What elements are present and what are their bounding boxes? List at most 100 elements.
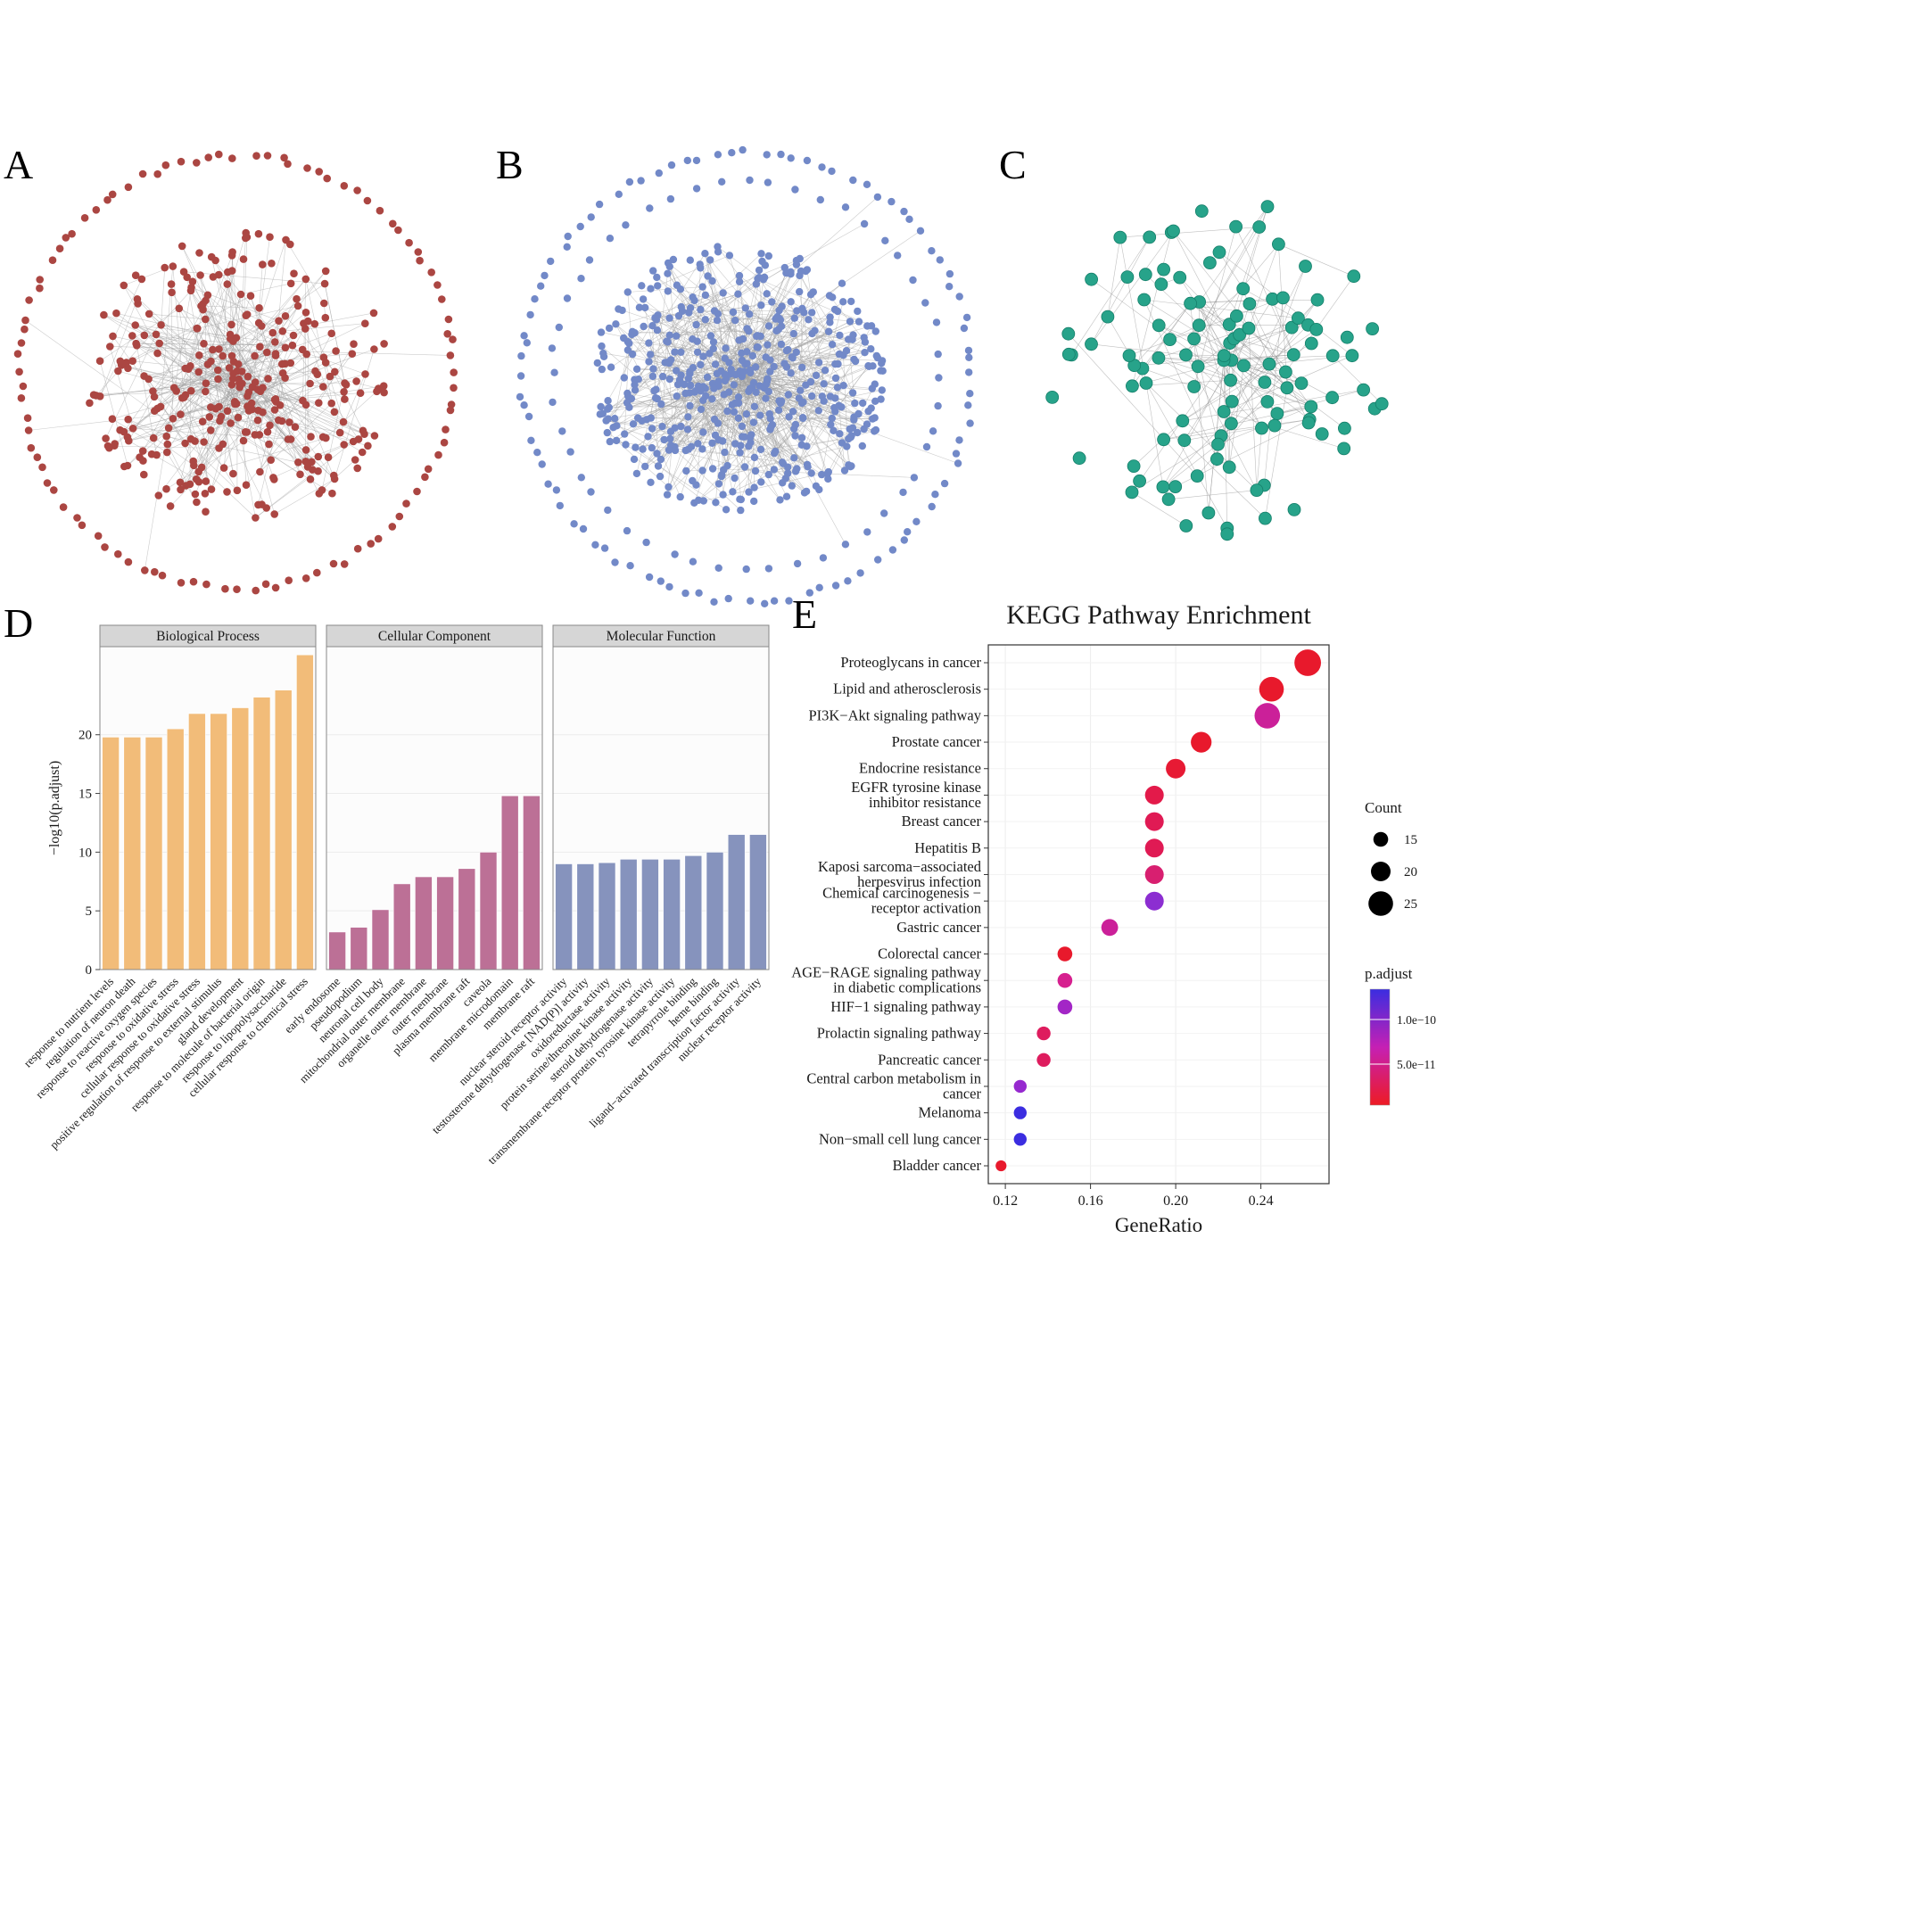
kegg-dot — [1254, 703, 1281, 729]
kegg-dot — [1013, 1106, 1027, 1119]
go-bar — [296, 654, 314, 970]
go-bar — [123, 737, 142, 970]
kegg-dot — [1101, 919, 1119, 937]
kegg-pathway-label: Kaposi sarcoma−associated herpesvirus inf… — [818, 858, 982, 890]
network-nodes — [516, 145, 974, 607]
go-y-axis-label: −log10(p.adjust) — [47, 761, 62, 855]
kegg-dot — [1259, 676, 1284, 702]
go-bar — [619, 858, 638, 970]
kegg-count-legend-title: Count — [1365, 799, 1402, 816]
go-bar — [598, 862, 616, 970]
go-bar — [231, 707, 250, 970]
kegg-count-legend-value: 20 — [1404, 865, 1417, 879]
kegg-dot — [1057, 946, 1073, 962]
kegg-dot — [1144, 891, 1164, 911]
kegg-padjust-legend-value: 5.0e−11 — [1397, 1058, 1435, 1071]
kegg-pathway-label: Gastric cancer — [896, 919, 981, 936]
go-facet-title: Biological Process — [156, 629, 260, 644]
panel-label-b: B — [496, 142, 524, 187]
svg-text:0: 0 — [86, 963, 93, 978]
kegg-pathway-label: Proteoglycans in cancer — [840, 654, 981, 671]
kegg-x-tick: 0.12 — [993, 1193, 1018, 1209]
kegg-dot — [1144, 812, 1164, 831]
kegg-dot — [1144, 785, 1164, 805]
network-c-plot — [1045, 200, 1389, 541]
go-bar — [436, 876, 454, 970]
kegg-pathway-label: EGFR tyrosine kinase inhibitor resistance — [851, 779, 981, 811]
go-bar — [102, 737, 120, 970]
kegg-count-legend-value: 15 — [1404, 833, 1417, 847]
go-bar — [479, 852, 498, 970]
kegg-x-tick: 0.16 — [1078, 1193, 1103, 1209]
go-bar — [523, 795, 541, 970]
kegg-dot — [1191, 731, 1212, 753]
kegg-dot — [1057, 972, 1073, 988]
kegg-dot-plot: KEGG Pathway Enrichment 0.12 0.16 0.20 0.24 G… — [791, 600, 1436, 1236]
go-facet-title: Molecular Function — [607, 629, 716, 644]
kegg-pathway-label: Bladder cancer — [893, 1157, 982, 1174]
go-bar — [555, 863, 573, 970]
panel-label-c: C — [999, 142, 1027, 187]
kegg-pathway-label: HIF−1 signaling pathway — [830, 998, 982, 1015]
kegg-pathway-label: Hepatitis B — [914, 839, 981, 856]
kegg-pathway-label: Melanoma — [918, 1104, 981, 1121]
kegg-pathway-label: AGE−RAGE signaling pathway in diabetic co… — [791, 964, 982, 996]
go-bar — [706, 852, 724, 970]
go-bar — [274, 689, 293, 970]
go-bar — [576, 863, 595, 970]
go-bar — [166, 728, 185, 970]
network-nodes — [13, 150, 458, 595]
kegg-dot — [1013, 1079, 1027, 1094]
go-bar — [350, 927, 368, 970]
svg-text:10: 10 — [78, 846, 92, 860]
network-b-plot — [516, 145, 974, 607]
go-bar — [415, 876, 433, 970]
kegg-pathway-label: Prolactin signaling pathway — [817, 1025, 982, 1042]
kegg-dot — [1013, 1133, 1027, 1146]
network-nodes — [1045, 200, 1389, 541]
kegg-dot — [1036, 1053, 1051, 1067]
go-bar — [328, 931, 346, 970]
kegg-pathway-label: Pancreatic cancer — [878, 1051, 981, 1068]
go-bar — [188, 713, 206, 970]
go-bar — [727, 834, 746, 970]
kegg-count-legend-value: 25 — [1404, 897, 1417, 912]
kegg-pathway-label: Central carbon metabolism in cancer — [806, 1069, 981, 1102]
kegg-dot — [1294, 649, 1321, 676]
svg-text:5: 5 — [86, 904, 93, 919]
go-facet-title: Cellular Component — [378, 629, 491, 644]
go-bar — [371, 909, 390, 970]
kegg-title: KEGG Pathway Enrichment — [1006, 600, 1311, 630]
kegg-dot — [1144, 865, 1164, 884]
kegg-x-tick: 0.24 — [1249, 1193, 1274, 1209]
kegg-pathway-label: Endocrine resistance — [859, 760, 981, 777]
kegg-pathway-label: PI3K−Akt signaling pathway — [808, 706, 981, 723]
go-bar — [684, 855, 703, 970]
go-bar — [210, 713, 227, 970]
kegg-pathway-label: Breast cancer — [902, 813, 982, 830]
panel-label-e: E — [792, 591, 818, 637]
kegg-x-tick: 0.20 — [1163, 1193, 1188, 1209]
go-bar — [458, 868, 476, 970]
kegg-pathway-label: Prostate cancer — [892, 733, 982, 750]
go-bar — [641, 858, 659, 970]
kegg-count-legend: Count 15 20 25 — [1365, 799, 1417, 916]
kegg-dot — [1144, 838, 1164, 858]
kegg-x-axis-label: GeneRatio — [1115, 1214, 1202, 1236]
kegg-dot — [995, 1160, 1007, 1172]
go-bar — [500, 795, 519, 970]
panel-label-a: A — [4, 142, 34, 187]
kegg-padjust-legend-value: 1.0e−10 — [1397, 1013, 1436, 1027]
svg-text:20: 20 — [78, 729, 92, 743]
kegg-padjust-legend-title: p.adjust — [1365, 965, 1413, 982]
kegg-dot — [1166, 758, 1186, 779]
kegg-pathway-label: Non−small cell lung cancer — [819, 1130, 982, 1147]
go-bar — [663, 858, 681, 970]
kegg-dot — [1036, 1026, 1051, 1041]
go-bar — [749, 834, 767, 970]
go-bar — [144, 737, 163, 970]
network-a-plot — [13, 150, 458, 595]
